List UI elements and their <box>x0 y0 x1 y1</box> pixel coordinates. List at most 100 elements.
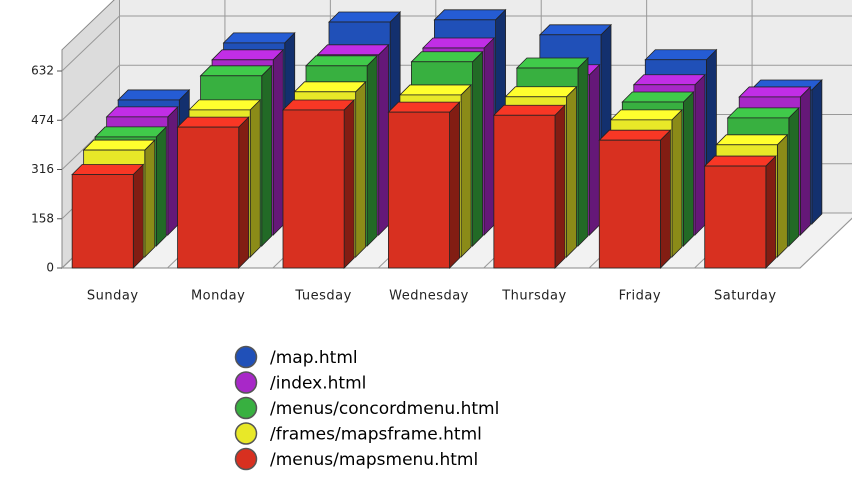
legend-marker <box>234 396 258 420</box>
bar <box>282 109 345 269</box>
legend-label: /index.html <box>270 374 366 394</box>
bar-top <box>117 89 191 101</box>
bar-top <box>492 104 566 116</box>
bar-top <box>538 24 612 36</box>
bar-side <box>776 133 788 258</box>
bar-side <box>554 104 566 269</box>
bar-group <box>176 116 250 269</box>
bar-side <box>378 43 390 236</box>
bar-group <box>282 99 356 269</box>
bar-side <box>811 79 823 225</box>
bar <box>177 126 240 269</box>
bar-side <box>167 105 179 236</box>
x-tick-label: Thursday <box>501 289 566 304</box>
bar-top <box>621 91 695 103</box>
bar-top <box>609 109 683 121</box>
bar-side <box>238 116 250 269</box>
bar <box>704 165 767 269</box>
bar-top <box>222 32 296 44</box>
x-tick-label: Wednesday <box>389 289 469 304</box>
y-tick-label: 474 <box>31 113 54 127</box>
x-tick-label: Sunday <box>87 289 139 304</box>
bar-top <box>282 99 356 111</box>
bar-side <box>343 99 355 269</box>
bar-side <box>261 64 273 247</box>
grid-line <box>61 64 852 121</box>
legend-label: /frames/mapsframe.html <box>270 425 482 445</box>
y-tick-label: 632 <box>31 64 54 78</box>
bar-group <box>492 104 566 269</box>
bar-side <box>472 50 483 247</box>
bar-side <box>683 91 694 247</box>
bar-group <box>71 163 145 269</box>
bar-top <box>398 84 473 96</box>
bar-top <box>515 57 589 69</box>
legend-marker <box>234 447 258 471</box>
bar-top <box>328 11 402 23</box>
bar-side <box>144 139 156 258</box>
bar-top <box>199 65 273 77</box>
bar-top <box>726 107 800 119</box>
bar <box>71 174 134 269</box>
bar-top <box>82 139 156 151</box>
legend-marker <box>234 371 258 394</box>
x-tick-label: Friday <box>619 289 661 304</box>
x-tick-label: Tuesday <box>294 289 351 304</box>
y-tick-label: 316 <box>31 162 54 176</box>
bar-side <box>765 155 777 269</box>
bar-side <box>483 37 495 236</box>
bar <box>598 139 661 269</box>
bar-side <box>366 54 378 247</box>
bar-group <box>598 129 672 269</box>
bar-top <box>71 164 145 175</box>
x-tick-label: Monday <box>191 289 245 304</box>
bar-side <box>577 57 589 247</box>
bar-top <box>738 86 812 98</box>
legend-marker <box>234 422 258 445</box>
y-tick-label: 0 <box>46 261 54 275</box>
bar-side <box>249 98 261 258</box>
bar-side <box>589 63 600 236</box>
bar-side <box>449 101 460 269</box>
bar-top <box>211 49 285 61</box>
grid-line <box>61 15 852 72</box>
legend-label: /menus/concordmenu.html <box>270 399 499 419</box>
bar-side <box>355 80 367 258</box>
x-tick-label: Saturday <box>714 289 777 304</box>
bar-side <box>694 73 706 236</box>
bar-side <box>132 163 144 269</box>
bar-top <box>293 81 367 93</box>
bar-side <box>788 106 800 247</box>
bar-group <box>387 101 461 269</box>
bar-top <box>632 74 706 86</box>
bar-top <box>421 37 496 49</box>
bar-top <box>105 106 179 118</box>
bar-side <box>566 85 577 258</box>
bar-top <box>433 9 507 21</box>
legend-label: /menus/mapsmenu.html <box>270 450 478 470</box>
bar-group <box>703 155 777 269</box>
bar-top <box>188 99 262 111</box>
bar-side <box>460 83 472 258</box>
bar-side <box>272 48 284 236</box>
bar-top <box>176 116 250 128</box>
bar-side <box>671 108 683 258</box>
bar-top <box>715 134 789 146</box>
bar-top <box>504 86 578 98</box>
bar-side <box>799 85 811 236</box>
bar-top <box>410 51 484 63</box>
legend-label: /map.html <box>270 348 358 368</box>
bar <box>493 114 556 269</box>
y-tick-label: 158 <box>31 211 54 225</box>
bar-top <box>387 101 461 113</box>
bar-top <box>94 126 168 138</box>
bar-top <box>305 55 379 67</box>
bar-top <box>316 44 390 56</box>
floor-divider <box>799 217 852 269</box>
bar-top <box>644 49 718 61</box>
bar <box>388 111 450 269</box>
legend-marker <box>234 345 258 369</box>
bar-top <box>598 129 672 141</box>
bar-top <box>703 155 777 167</box>
